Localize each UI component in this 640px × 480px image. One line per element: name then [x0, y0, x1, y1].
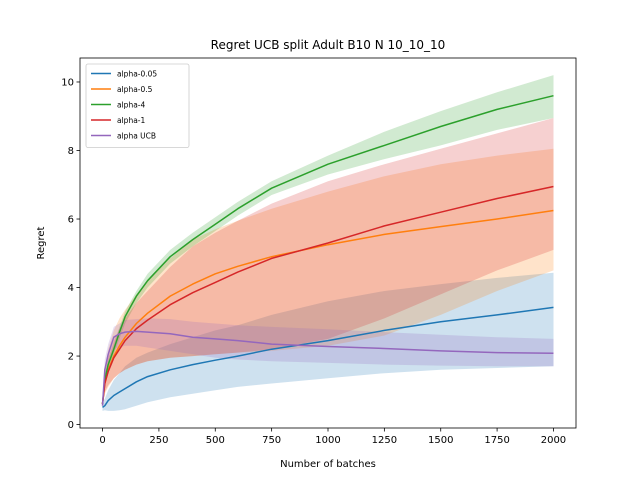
legend-label-alpha-1: alpha-1: [117, 116, 145, 125]
x-tick-label: 1500: [428, 435, 453, 446]
legend-label-alpha-0-5: alpha-0.5: [117, 85, 153, 94]
y-axis-label: Regret: [36, 226, 47, 259]
y-tick-label: 4: [68, 283, 74, 294]
y-tick-label: 2: [68, 352, 74, 363]
x-axis-label: Number of batches: [280, 459, 376, 470]
legend-label-alpha-0-05: alpha-0.05: [117, 70, 157, 79]
x-tick-label: 250: [149, 435, 168, 446]
x-tick-label: 0: [99, 435, 105, 446]
series-lines: [101, 94, 554, 409]
legend-box: [85, 63, 190, 148]
chart-title: Regret UCB split Adult B10 N 10_10_10: [211, 38, 446, 52]
band-alpha-4: [102, 75, 554, 408]
legend-label-alpha-ucb: alpha UCB: [117, 132, 156, 141]
line-alpha-4: [101, 94, 554, 405]
x-tick-label: 1250: [372, 435, 397, 446]
y-axis-ticks: 0 2 4 6 8 10: [61, 77, 80, 431]
y-tick-label: 0: [68, 420, 74, 431]
band-alpha-0-5: [102, 148, 554, 408]
x-axis-ticks: 0 250 500 750 1000 1250 1500 1750 2000: [99, 428, 566, 446]
legend-label-alpha-4: alpha-4: [117, 101, 145, 110]
band-alpha-0-05: [102, 272, 554, 411]
line-alpha-ucb: [101, 330, 554, 406]
line-alpha-1: [101, 185, 554, 405]
x-tick-label: 2000: [541, 435, 566, 446]
line-alpha-0-05: [102, 306, 554, 409]
y-tick-label: 8: [68, 146, 74, 157]
confidence-bands: [102, 75, 554, 411]
x-tick-label: 1000: [315, 435, 340, 446]
x-tick-label: 750: [262, 435, 281, 446]
y-tick-label: 10: [61, 77, 74, 88]
band-alpha-1: [102, 118, 554, 408]
x-tick-label: 500: [206, 435, 225, 446]
band-alpha-ucb: [102, 318, 554, 410]
y-tick-label: 6: [68, 215, 74, 226]
legend: alpha-0.05 alpha-0.5 alpha-4 alpha-1 alpha U…: [85, 63, 190, 148]
x-tick-label: 1750: [484, 435, 509, 446]
